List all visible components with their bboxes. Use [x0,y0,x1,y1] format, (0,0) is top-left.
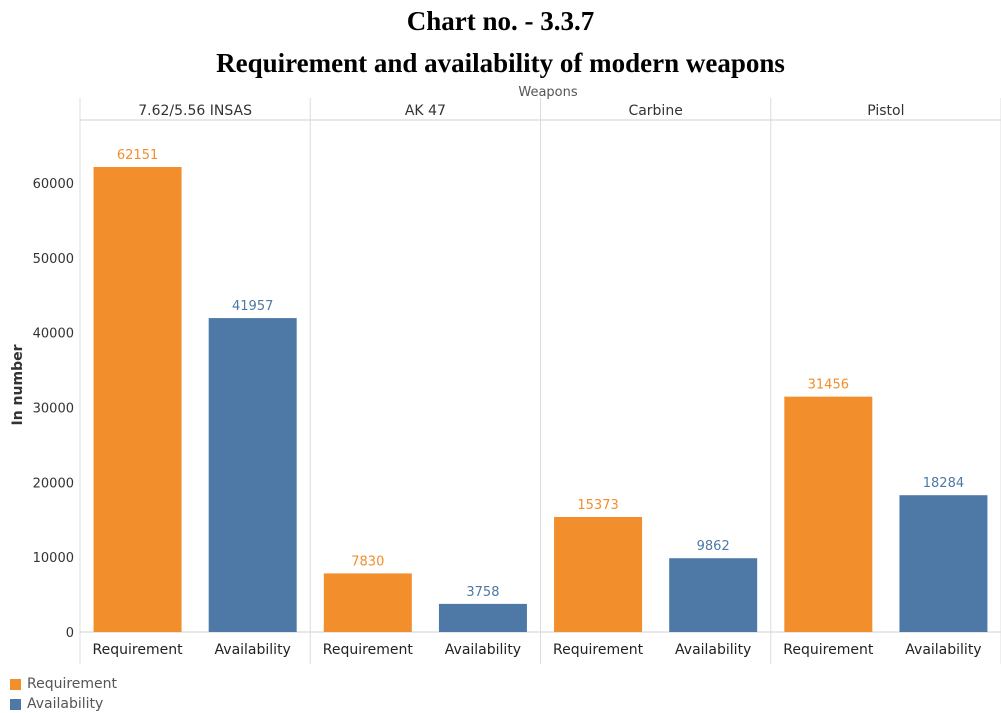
x-tick-label: Requirement [783,642,874,658]
legend-label-requirement: Requirement [27,676,118,692]
bar-availability [438,603,527,632]
data-label: 31456 [808,378,849,393]
chart-title-line1: Chart no. - 3.3.7 [406,6,595,36]
y-axis-label: In number [10,344,26,425]
y-tick-label: 30000 [33,402,74,417]
group-header: Pistol [867,103,904,119]
legend-item-availability: Availability [10,696,103,712]
y-tick-label: 40000 [33,327,74,342]
x-tick-label: Availability [905,642,981,658]
data-label: 15373 [577,498,618,513]
data-label: 41957 [232,299,273,314]
bar-requirement [554,516,643,632]
group-header: AK 47 [405,103,446,119]
group-header: Carbine [628,103,682,119]
data-label: 3758 [466,585,499,600]
legend-label-availability: Availability [27,696,104,712]
x-tick-label: Availability [215,642,291,658]
x-tick-label: Availability [445,642,521,658]
data-label: 7830 [351,554,384,569]
y-tick-label: 60000 [33,177,74,192]
bar-availability [208,318,297,632]
legend-swatch-availability [10,698,21,710]
column-header: Weapons [518,85,578,100]
data-label: 18284 [923,476,964,491]
y-tick-label: 10000 [33,551,74,566]
x-tick-label: Requirement [323,642,414,658]
bar-requirement [784,396,873,632]
y-tick-label: 0 [66,626,74,641]
group-header: 7.62/5.56 INSAS [138,103,252,119]
x-tick-label: Availability [675,642,751,658]
bar-availability [899,495,988,632]
legend-swatch-requirement [10,678,21,690]
bar-requirement [93,167,182,632]
data-label: 9862 [697,539,730,554]
data-label: 62151 [117,148,158,163]
bar-requirement [323,573,412,632]
legend-item-requirement: Requirement [10,676,117,692]
chart-title-line2: Requirement and availability of modern w… [216,48,785,78]
y-tick-label: 20000 [33,476,74,491]
x-tick-label: Requirement [553,642,644,658]
y-tick-label: 50000 [33,252,74,267]
bar-availability [669,558,758,632]
x-tick-label: Requirement [93,642,184,658]
